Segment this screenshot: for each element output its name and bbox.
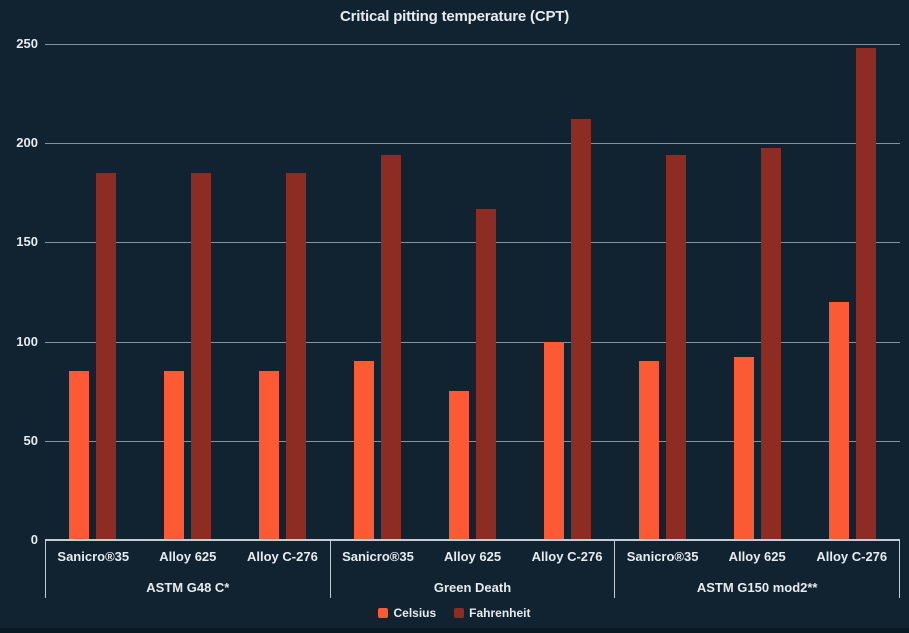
bar-celsius-green-death-alloy-625 xyxy=(449,391,469,540)
y-tick-label-100: 100 xyxy=(16,333,38,349)
bar-group-1-0 xyxy=(330,44,425,540)
y-tick-label-50: 50 xyxy=(23,432,38,448)
bar-fahrenheit-green-death-sanicro-35 xyxy=(381,155,401,540)
bar-celsius-green-death-sanicro-35 xyxy=(354,361,374,540)
group-label-0: ASTM G48 C* xyxy=(146,580,230,595)
alloy-label-1-1: Alloy 625 xyxy=(443,549,502,564)
bars-layer xyxy=(45,44,900,540)
footer-strip xyxy=(0,628,909,633)
alloy-label-2-2: Alloy C-276 xyxy=(816,549,888,564)
bar-group-1-1 xyxy=(425,44,520,540)
alloy-label-0-2: Alloy C-276 xyxy=(247,549,318,564)
group-cell-2: Sanicro®35 Alloy 625 Alloy C-276 ASTM G150 … xyxy=(614,540,901,598)
group-label-2: ASTM G150 mod2** xyxy=(696,580,818,595)
bar-group-1-2 xyxy=(520,44,615,540)
bar-group-2-0 xyxy=(615,44,710,540)
gridline-100 xyxy=(45,341,900,343)
bar-celsius-astm-g48-c--sanicro-35 xyxy=(69,371,89,540)
gridline-50 xyxy=(45,440,900,442)
y-tick-label-250: 250 xyxy=(16,36,38,51)
bar-fahrenheit-astm-g48-c--alloy-c-276 xyxy=(286,172,306,540)
group-label-1: Green Death xyxy=(433,580,512,595)
bar-celsius-astm-g48-c--alloy-c-276 xyxy=(259,371,279,540)
x-axis-line xyxy=(45,539,900,541)
alloy-row-2: Sanicro®35 Alloy 625 Alloy C-276 xyxy=(615,540,899,571)
legend-item-fahrenheit[interactable]: Fahrenheit xyxy=(454,606,531,620)
legend: Celsius Fahrenheit xyxy=(0,606,909,620)
bar-fahrenheit-green-death-alloy-c-276 xyxy=(571,119,591,540)
legend-swatch-celsius xyxy=(378,608,389,618)
alloy-label-2-0: Sanicro®35 xyxy=(626,549,699,564)
bar-group-0-0 xyxy=(45,44,140,540)
bar-group-2-1 xyxy=(710,44,805,540)
bar-fahrenheit-astm-g150-mod2--sanicro-35 xyxy=(666,155,686,540)
y-tick-label-150: 150 xyxy=(16,234,38,250)
group-cell-1: Sanicro®35 Alloy 625 Alloy C-276 Green Deat… xyxy=(329,540,615,598)
bar-fahrenheit-astm-g48-c--sanicro-35 xyxy=(96,172,116,540)
gridline-250 xyxy=(45,44,900,45)
legend-label-fahrenheit: Fahrenheit xyxy=(469,606,531,620)
alloy-label-2-1: Alloy 625 xyxy=(728,549,786,564)
alloy-row-1: Sanicro®35 Alloy 625 Alloy C-276 xyxy=(331,540,615,571)
alloy-label-1-0: Sanicro®35 xyxy=(342,549,414,564)
legend-label-celsius: Celsius xyxy=(393,606,437,620)
alloy-label-1-2: Alloy C-276 xyxy=(531,549,603,564)
alloy-label-0-1: Alloy 625 xyxy=(159,549,217,564)
gridline-150 xyxy=(45,242,900,244)
alloy-row-0: Sanicro®35 Alloy 625 Alloy C-276 xyxy=(46,540,330,571)
bar-celsius-astm-g150-mod2--sanicro-35 xyxy=(639,361,659,540)
alloy-label-0-0: Sanicro®35 xyxy=(57,549,130,564)
y-tick-label-0: 0 xyxy=(30,532,38,547)
legend-item-celsius[interactable]: Celsius xyxy=(378,606,436,620)
group-cell-0: Sanicro®35 Alloy 625 Alloy C-276 ASTM G48 C… xyxy=(45,540,330,598)
bar-celsius-astm-g48-c--alloy-625 xyxy=(164,371,184,540)
category-label-table: Sanicro®35 Alloy 625 Alloy C-276 ASTM G48 C… xyxy=(45,540,901,598)
gridline-200 xyxy=(45,143,900,145)
bar-fahrenheit-astm-g48-c--alloy-625 xyxy=(191,172,211,540)
chart-title: Critical pitting temperature (CPT) xyxy=(339,8,570,25)
bar-fahrenheit-astm-g150-mod2--alloy-c-276 xyxy=(856,47,876,540)
bar-group-2-2 xyxy=(805,44,900,540)
bar-celsius-astm-g150-mod2--alloy-c-276 xyxy=(829,301,849,540)
legend-swatch-fahrenheit xyxy=(454,608,465,618)
bar-group-0-2 xyxy=(235,44,330,540)
y-axis-labels: 0 50 100 150 200 250 xyxy=(0,37,38,547)
bar-fahrenheit-astm-g150-mod2--alloy-625 xyxy=(761,147,781,540)
plot-area xyxy=(45,44,900,541)
bar-celsius-astm-g150-mod2--alloy-625 xyxy=(734,357,754,540)
bar-celsius-green-death-alloy-c-276 xyxy=(544,341,564,540)
bar-group-0-1 xyxy=(140,44,235,540)
y-tick-label-200: 200 xyxy=(16,135,38,151)
bar-fahrenheit-green-death-alloy-625 xyxy=(476,208,496,540)
